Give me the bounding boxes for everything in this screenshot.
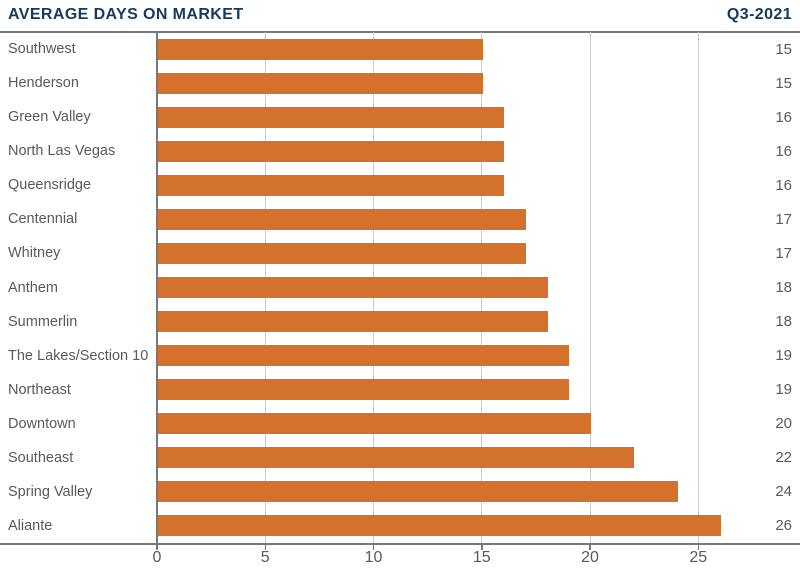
x-tick-label: 15	[472, 549, 491, 566]
category-label: Spring Valley	[8, 483, 93, 500]
value-label: 24	[775, 483, 792, 501]
value-label: 15	[775, 40, 792, 58]
x-tick-0	[156, 544, 158, 550]
bar-summerlin	[158, 311, 548, 333]
value-label: 17	[775, 210, 792, 228]
bar-spring-valley	[158, 481, 678, 503]
bar-queensridge	[158, 174, 505, 196]
value-label: 16	[775, 108, 792, 126]
category-label: Northeast	[8, 381, 71, 398]
gridline-x-20	[589, 32, 591, 543]
quarter-label: Q3-2021	[726, 6, 792, 23]
chart-title: AVERAGE DAYS ON MARKET	[8, 6, 244, 23]
x-tick-label: 25	[689, 549, 708, 566]
category-label: Southeast	[8, 449, 74, 466]
bar-green-valley	[158, 106, 505, 128]
value-label: 16	[775, 142, 792, 160]
bar-the-lakes-section-10	[158, 345, 570, 367]
category-label: Centennial	[8, 211, 78, 228]
gridline-x-25	[697, 32, 699, 543]
category-label: Summerlin	[8, 313, 78, 330]
bar-northeast	[158, 379, 570, 401]
value-label: 19	[775, 381, 792, 399]
category-label: Anthem	[8, 279, 58, 296]
value-label: 19	[775, 347, 792, 365]
value-label: 18	[775, 279, 792, 296]
x-axis-line	[0, 543, 800, 545]
category-label: North Las Vegas	[8, 143, 116, 160]
value-label: 20	[775, 415, 792, 433]
bar-whitney	[158, 242, 527, 264]
x-tick-label: 10	[364, 549, 383, 566]
category-label: The Lakes/Section 10	[8, 347, 149, 364]
bar-downtown	[158, 413, 591, 435]
category-label: Queensridge	[8, 177, 92, 194]
x-tick-25	[697, 544, 699, 550]
category-label: Henderson	[8, 75, 79, 92]
bar-north-las-vegas	[158, 140, 505, 162]
bar-henderson	[158, 72, 483, 94]
value-label: 18	[775, 313, 792, 331]
plot-top-border	[0, 31, 800, 33]
x-tick-label: 5	[260, 549, 270, 566]
x-tick-20	[589, 544, 591, 550]
category-label: Green Valley	[8, 109, 91, 126]
bar-anthem	[158, 277, 548, 298]
x-tick-label: 0	[152, 549, 162, 566]
category-label: Southwest	[8, 41, 76, 58]
x-tick-10	[372, 544, 375, 550]
category-label: Downtown	[8, 415, 76, 432]
zero-baseline	[156, 32, 158, 549]
x-tick-15	[481, 544, 483, 550]
bar-southwest	[158, 38, 483, 60]
bar-centennial	[158, 208, 527, 230]
bar-southeast	[158, 447, 635, 469]
bar-aliante	[158, 515, 721, 537]
value-label: 16	[775, 176, 792, 194]
value-label: 15	[775, 74, 792, 92]
category-label: Aliante	[8, 517, 53, 534]
value-label: 17	[775, 244, 792, 262]
value-label: 22	[775, 449, 792, 467]
category-label: Whitney	[8, 245, 61, 262]
x-tick-label: 20	[581, 549, 599, 566]
value-label: 26	[775, 517, 792, 535]
x-tick-5	[264, 544, 266, 550]
